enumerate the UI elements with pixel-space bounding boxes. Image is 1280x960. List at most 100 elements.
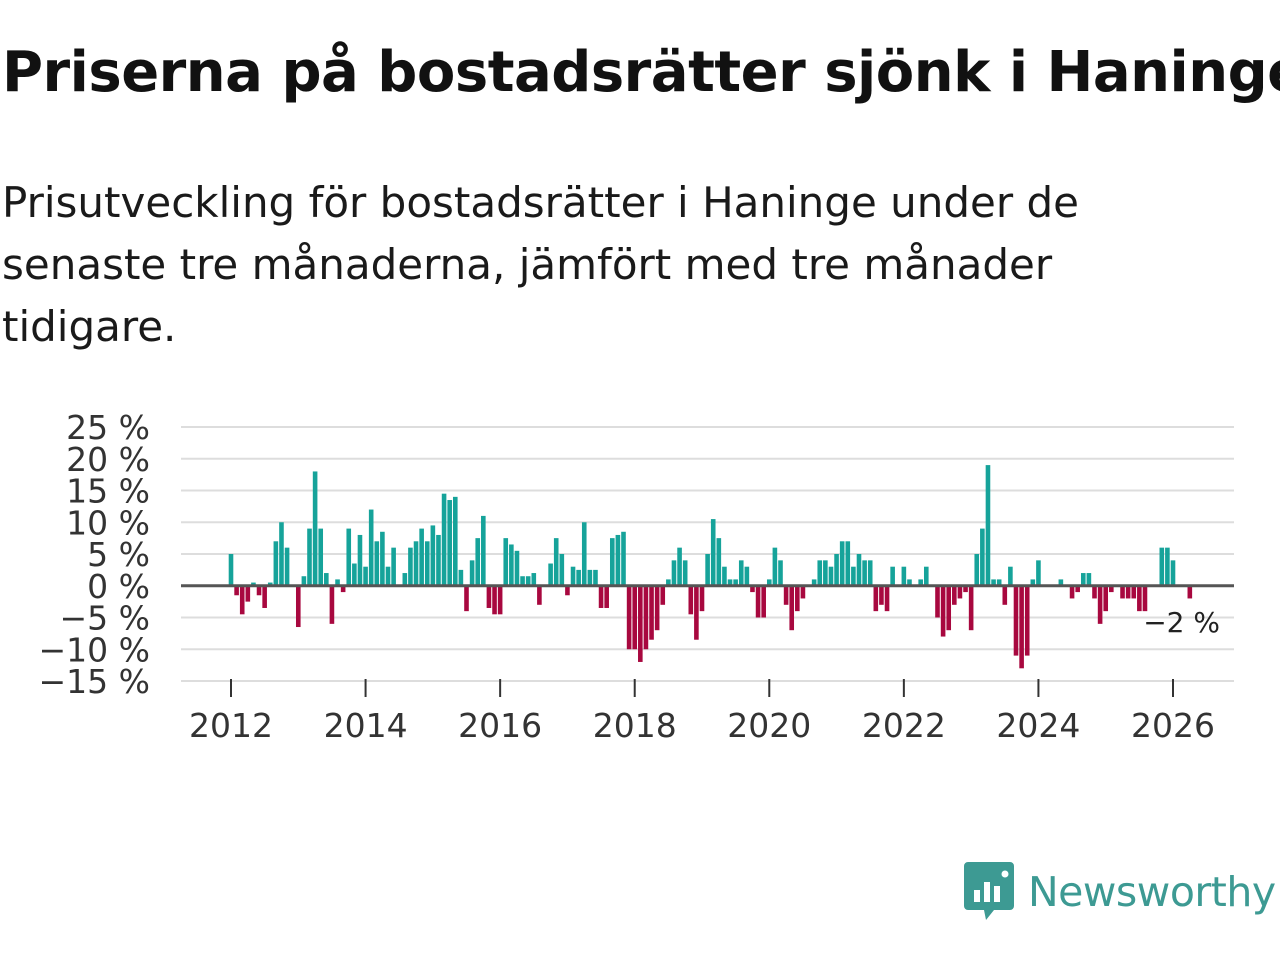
bar <box>654 585 660 631</box>
y-axis-ticks: 25 %20 %15 %10 %5 %0 %−5 %−10 %−15 % <box>39 408 151 701</box>
bar <box>918 579 923 586</box>
newsworthy-logo: Newsworthy <box>964 862 1276 922</box>
y-tick-label: −15 % <box>39 662 151 701</box>
bar <box>486 585 492 608</box>
bar <box>755 585 761 618</box>
bar <box>1109 585 1114 593</box>
bar <box>273 541 279 586</box>
bar <box>553 538 559 586</box>
bar <box>1103 585 1109 612</box>
x-tick-label: 2018 <box>593 706 677 740</box>
bar <box>525 576 531 586</box>
y-tick-label: 25 % <box>66 408 150 447</box>
bar <box>862 560 867 586</box>
x-tick-label: 2016 <box>458 706 542 740</box>
bar <box>609 538 615 586</box>
bar <box>335 579 340 586</box>
x-tick-label: 2020 <box>727 706 811 740</box>
bar <box>705 554 710 586</box>
bar <box>694 585 699 640</box>
y-tick-label: −5 % <box>60 599 151 638</box>
bar <box>626 585 632 650</box>
bar <box>834 554 839 586</box>
bar <box>851 566 856 586</box>
bar <box>907 579 912 586</box>
bar <box>778 560 783 586</box>
bar <box>738 560 744 586</box>
bar <box>1058 579 1064 586</box>
bar <box>823 560 828 586</box>
bar <box>991 579 996 586</box>
bar <box>234 585 239 596</box>
bar <box>935 585 940 618</box>
bar <box>1131 585 1137 599</box>
bar <box>458 569 464 586</box>
bar <box>587 569 593 586</box>
bar <box>329 585 335 624</box>
bar <box>570 566 576 586</box>
bar <box>996 579 1002 586</box>
bar <box>1187 585 1193 599</box>
bar <box>295 585 301 628</box>
bar <box>750 585 755 593</box>
bar <box>239 585 245 615</box>
y-tick-label: −10 % <box>39 630 151 669</box>
bar <box>783 585 789 605</box>
bar <box>267 582 273 586</box>
bar <box>424 541 430 586</box>
bar <box>368 509 374 586</box>
bar <box>340 585 346 593</box>
bar <box>727 579 733 586</box>
bar <box>744 566 750 586</box>
bar <box>638 585 643 662</box>
bar <box>1170 560 1176 586</box>
bar <box>643 585 649 650</box>
price-change-bar-chart: 25 %20 %15 %10 %5 %0 %−5 %−10 %−15 % 201… <box>39 408 1234 740</box>
bar <box>441 493 447 586</box>
bar <box>660 585 666 605</box>
bar <box>733 579 738 586</box>
bar <box>1080 573 1086 586</box>
bar <box>548 563 553 586</box>
bar <box>1159 547 1165 586</box>
bar <box>856 554 862 586</box>
bar <box>980 528 985 586</box>
x-axis-ticks: 2012 2014 2016 2018 2020 2022 2024 2026 <box>189 679 1215 740</box>
bar <box>475 538 481 586</box>
bar <box>867 560 873 586</box>
bar <box>761 585 766 618</box>
bar <box>509 544 514 586</box>
bar <box>363 566 368 586</box>
bar <box>795 585 800 612</box>
bar <box>766 579 772 586</box>
bar <box>598 585 604 608</box>
bar <box>284 547 290 586</box>
bar <box>430 525 436 586</box>
bar <box>1069 585 1075 599</box>
bar <box>436 534 441 586</box>
bar <box>357 534 363 586</box>
bar <box>565 585 570 596</box>
bar <box>537 585 542 605</box>
bar <box>710 519 716 586</box>
bar <box>901 566 907 586</box>
bar <box>923 566 929 586</box>
bar <box>688 585 694 615</box>
bar <box>1024 585 1030 656</box>
bar <box>615 534 621 586</box>
bar <box>817 560 823 586</box>
bar <box>1086 573 1092 586</box>
bar <box>228 554 234 586</box>
bar <box>1019 585 1024 669</box>
x-tick-label: 2012 <box>189 706 273 740</box>
bar <box>413 541 419 586</box>
bar <box>301 576 307 586</box>
bar <box>402 573 408 586</box>
bar <box>581 522 587 586</box>
bar <box>716 538 722 586</box>
bar <box>632 585 638 650</box>
bar <box>492 585 497 615</box>
bar <box>447 500 452 586</box>
bar <box>1075 585 1080 593</box>
chart-subtitle: Prisutveckling för bostadsrätter i Hanin… <box>2 178 1080 351</box>
